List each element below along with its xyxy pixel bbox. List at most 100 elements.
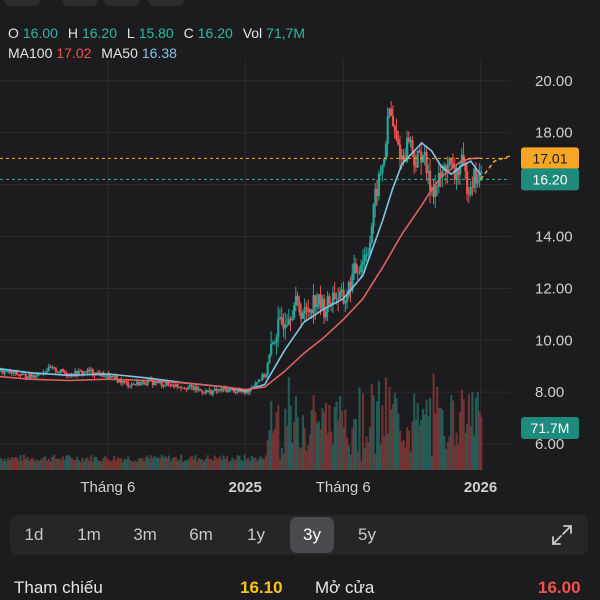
volume-bar <box>162 457 165 470</box>
volume-bar <box>42 457 45 470</box>
volume-bar <box>44 456 47 470</box>
candle-body <box>291 317 294 320</box>
toolbar-button[interactable] <box>148 0 184 6</box>
candle-body <box>331 292 335 306</box>
x-tick-label: Tháng 6 <box>316 479 371 496</box>
candle-body <box>307 308 310 312</box>
volume-bar <box>473 435 476 470</box>
volume-bar <box>236 455 239 470</box>
y-tick-label: 18.00 <box>535 125 573 142</box>
candle-body <box>261 374 264 380</box>
toolbar-button[interactable] <box>104 0 140 6</box>
volume-bar <box>82 461 86 470</box>
volume-bar <box>95 457 98 470</box>
volume-bar <box>72 459 75 470</box>
toolbar-button[interactable] <box>62 0 98 6</box>
candle-body <box>90 369 93 371</box>
candle-body <box>109 375 112 379</box>
candle-body <box>195 386 199 391</box>
candle-body <box>386 116 389 144</box>
volume-bar <box>233 459 236 470</box>
volume-bar <box>439 407 442 470</box>
candle-body <box>365 254 368 256</box>
volume-bar <box>393 392 396 470</box>
volume-bar <box>17 460 20 470</box>
candle-body <box>174 384 177 388</box>
volume-bar <box>231 457 234 470</box>
candle-body <box>137 381 140 386</box>
candle-body <box>264 375 268 377</box>
candle-body <box>185 388 188 390</box>
candle-body <box>370 226 373 243</box>
current-price-badge: 16.20 <box>532 171 567 187</box>
candle-body <box>206 390 209 392</box>
volume-bar <box>414 419 418 470</box>
candle-body <box>404 161 407 163</box>
price-chart[interactable]: 20.0018.0016.0014.0012.0010.008.006.00Th… <box>0 60 600 510</box>
candle-body <box>225 388 229 392</box>
volume-label: Vol <box>242 25 263 41</box>
volume-bar <box>353 419 356 470</box>
volume-bar <box>97 460 100 470</box>
candle-body <box>65 372 68 375</box>
timeframe-1d[interactable]: 1d <box>24 525 44 544</box>
volume-bar <box>285 425 289 470</box>
volume-bar <box>376 401 379 470</box>
toolbar-button[interactable] <box>4 0 40 6</box>
volume-bar <box>480 416 483 470</box>
candle-body <box>105 373 109 377</box>
volume-bar <box>291 442 294 470</box>
volume-bar <box>257 459 260 470</box>
expand-icon[interactable] <box>550 523 574 547</box>
timeframe-1m[interactable]: 1m <box>77 525 101 544</box>
candle-body <box>409 140 412 142</box>
candle-body <box>263 374 266 377</box>
timeframe-3m[interactable]: 3m <box>133 525 157 544</box>
timeframe-1y[interactable]: 1y <box>247 525 265 544</box>
candle-body <box>208 390 211 392</box>
candle-body <box>19 374 22 376</box>
volume-bar <box>478 411 481 470</box>
volume-bar <box>390 409 393 470</box>
volume-bar <box>10 457 13 470</box>
candle-body <box>127 382 130 387</box>
open-value: 16.00 <box>22 25 58 41</box>
candle-body <box>293 305 296 318</box>
candle-body <box>125 381 128 383</box>
timeframe-5y[interactable]: 5y <box>358 525 376 544</box>
candle-body <box>469 187 472 195</box>
ma100-value: 17.02 <box>56 45 92 61</box>
candle-body <box>398 144 402 160</box>
candle-body <box>247 390 250 393</box>
candle-body <box>30 373 33 378</box>
volume-bar <box>77 459 80 470</box>
volume-bar <box>413 393 416 470</box>
candle-body <box>360 264 363 272</box>
candle-body <box>351 273 354 291</box>
candle-body <box>280 317 283 324</box>
volume-bar <box>436 386 439 470</box>
candle-body <box>459 165 462 175</box>
volume-bar <box>261 458 264 470</box>
volume-bar <box>383 435 386 470</box>
volume-bar <box>441 409 444 470</box>
candle-body <box>271 342 275 344</box>
volume-bar <box>218 456 222 470</box>
timeframe-3y[interactable]: 3y <box>290 517 334 553</box>
volume-bar <box>275 412 278 470</box>
candle-body <box>308 309 312 312</box>
candle-body <box>428 170 432 191</box>
volume-bar <box>93 456 96 470</box>
volume-bar <box>220 460 223 470</box>
candle-body <box>24 373 27 378</box>
timeframe-6m[interactable]: 6m <box>189 525 213 544</box>
volume-bar <box>428 397 432 470</box>
candle-body <box>285 324 289 326</box>
candle-body <box>204 390 207 394</box>
candle-body <box>287 319 290 325</box>
volume-bar <box>323 412 326 470</box>
candle-body <box>227 389 230 392</box>
candle-body <box>91 369 94 374</box>
volume-bar <box>33 460 36 470</box>
candle-body <box>234 392 237 394</box>
